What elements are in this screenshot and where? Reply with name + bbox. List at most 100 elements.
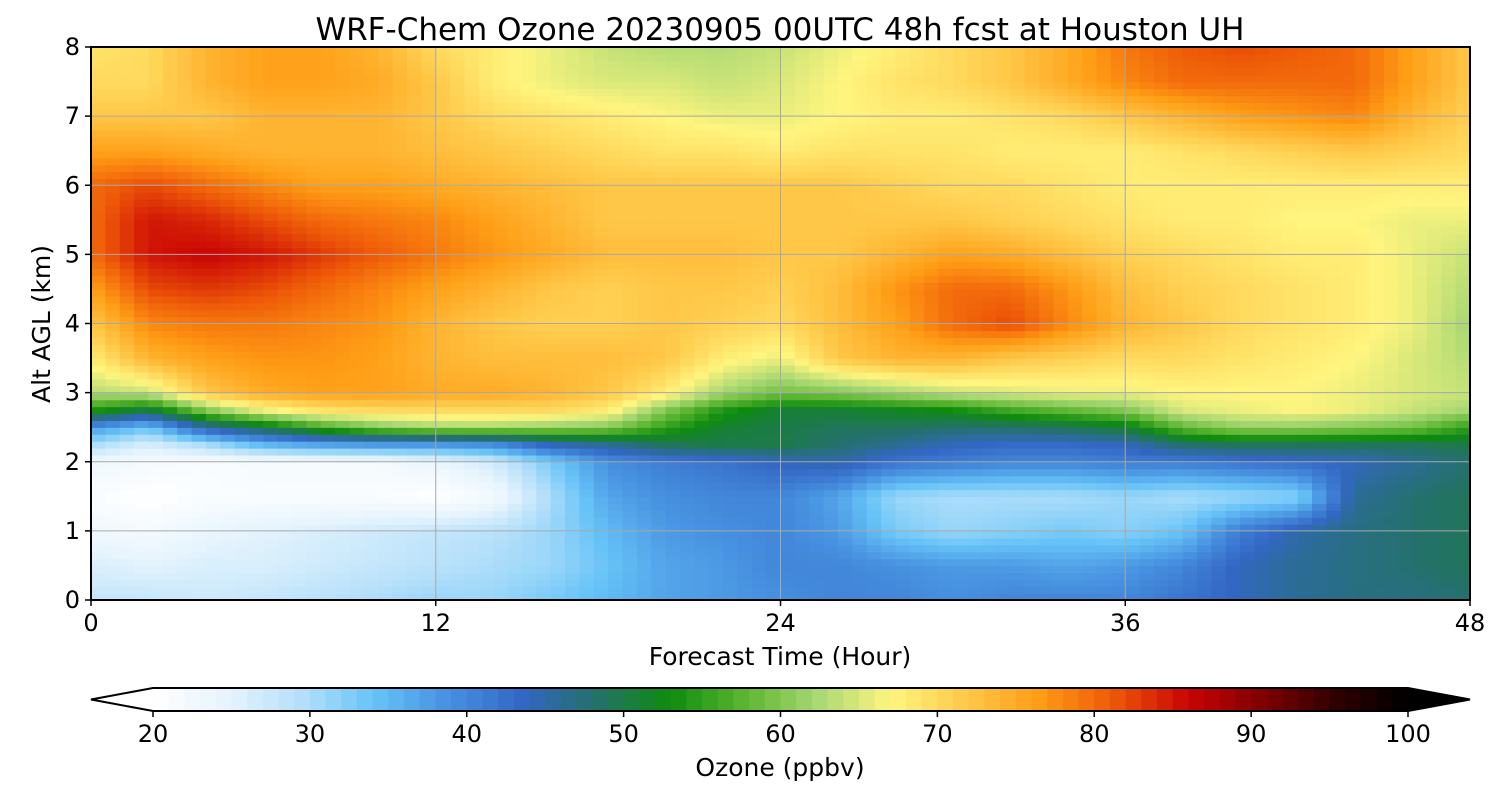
heatmap-cell bbox=[679, 316, 696, 325]
heatmap-cell bbox=[967, 530, 983, 539]
heatmap-cell bbox=[378, 475, 394, 484]
heatmap-cell bbox=[1024, 420, 1040, 428]
heatmap-cell bbox=[608, 441, 624, 449]
heatmap-cell bbox=[521, 427, 537, 435]
heatmap-cell bbox=[234, 572, 250, 580]
heatmap-cell bbox=[579, 399, 595, 408]
heatmap-cell bbox=[1398, 288, 1414, 297]
heatmap-cell bbox=[1383, 309, 1399, 318]
heatmap-cell bbox=[464, 572, 480, 580]
heatmap-cell bbox=[263, 330, 279, 339]
heatmap-cell bbox=[205, 268, 221, 276]
heatmap-cell bbox=[105, 523, 121, 532]
heatmap-cell bbox=[1110, 323, 1126, 332]
heatmap-cell bbox=[665, 482, 681, 491]
heatmap-cell bbox=[1441, 579, 1457, 587]
heatmap-cell bbox=[249, 323, 265, 332]
heatmap-cell bbox=[1110, 364, 1126, 373]
heatmap-cell bbox=[1254, 385, 1270, 394]
heatmap-cell bbox=[1383, 420, 1399, 428]
heatmap-cell bbox=[1211, 579, 1227, 587]
heatmap-cell bbox=[723, 254, 739, 262]
heatmap-cell bbox=[378, 316, 394, 325]
heatmap-cell bbox=[852, 330, 868, 339]
heatmap-cell bbox=[1254, 413, 1270, 421]
heatmap-cell bbox=[277, 364, 293, 373]
heatmap-cell bbox=[708, 323, 724, 332]
heatmap-cell bbox=[134, 364, 150, 373]
heatmap-cell bbox=[995, 295, 1012, 304]
heatmap-cell bbox=[464, 447, 480, 456]
heatmap-cell bbox=[550, 385, 566, 394]
heatmap-cell bbox=[995, 323, 1012, 332]
heatmap-cell bbox=[766, 530, 782, 539]
heatmap-cell bbox=[679, 530, 696, 539]
heatmap-cell bbox=[751, 468, 767, 477]
heatmap-cell bbox=[493, 586, 509, 594]
heatmap-cell bbox=[981, 344, 997, 352]
heatmap-cell bbox=[794, 254, 810, 262]
heatmap-cell bbox=[622, 344, 638, 352]
heatmap-cell bbox=[435, 323, 451, 332]
heatmap-cell bbox=[708, 275, 724, 283]
heatmap-cell bbox=[450, 302, 466, 311]
heatmap-cell bbox=[852, 544, 868, 553]
heatmap-cell bbox=[507, 358, 523, 366]
heatmap-cell bbox=[134, 288, 150, 297]
heatmap-cell bbox=[780, 586, 796, 594]
heatmap-cell bbox=[737, 558, 753, 567]
heatmap-cell bbox=[694, 378, 710, 387]
heatmap-cell bbox=[1024, 593, 1040, 600]
heatmap-cell bbox=[392, 295, 408, 304]
heatmap-cell bbox=[1096, 454, 1112, 463]
heatmap-cell bbox=[1426, 489, 1442, 498]
heatmap-cell bbox=[1010, 344, 1026, 352]
heatmap-cell bbox=[1082, 323, 1098, 332]
heatmap-cell bbox=[205, 482, 221, 491]
heatmap-cell bbox=[464, 275, 480, 283]
heatmap-cell bbox=[1326, 323, 1342, 332]
heatmap-cell bbox=[694, 295, 710, 304]
heatmap-cell bbox=[177, 593, 193, 600]
heatmap-cell bbox=[751, 247, 767, 256]
heatmap-cell bbox=[349, 295, 365, 304]
heatmap-cell bbox=[1412, 288, 1428, 297]
heatmap-cell bbox=[191, 517, 207, 525]
heatmap-cell bbox=[579, 344, 595, 352]
heatmap-cell bbox=[536, 572, 552, 580]
heatmap-cell bbox=[967, 385, 983, 394]
heatmap-cell bbox=[1254, 530, 1270, 539]
heatmap-cell bbox=[1355, 586, 1371, 594]
heatmap-cell bbox=[837, 537, 854, 546]
heatmap-cell bbox=[1010, 441, 1026, 449]
heatmap-cell bbox=[579, 579, 595, 587]
heatmap-cell bbox=[306, 503, 322, 511]
heatmap-cell bbox=[507, 288, 523, 297]
heatmap-cell bbox=[234, 309, 250, 318]
heatmap-cell bbox=[780, 254, 796, 262]
heatmap-cell bbox=[1110, 406, 1126, 415]
heatmap-cell bbox=[1240, 434, 1256, 442]
heatmap-cell bbox=[478, 544, 494, 553]
heatmap-cell bbox=[823, 579, 839, 587]
heatmap-cell bbox=[1067, 392, 1083, 401]
heatmap-cell bbox=[981, 510, 997, 518]
heatmap-cell bbox=[1426, 530, 1442, 539]
heatmap-cell bbox=[177, 282, 193, 290]
heatmap-cell bbox=[938, 503, 954, 511]
heatmap-cell bbox=[363, 399, 379, 408]
heatmap-cell bbox=[1383, 358, 1399, 366]
heatmap-cell bbox=[335, 358, 351, 366]
heatmap-cell bbox=[521, 302, 537, 311]
heatmap-cell bbox=[708, 351, 724, 359]
heatmap-cell bbox=[277, 496, 293, 504]
heatmap-cell bbox=[1254, 482, 1270, 491]
heatmap-cell bbox=[852, 240, 868, 249]
heatmap-cell bbox=[780, 406, 796, 415]
heatmap-cell bbox=[249, 288, 265, 297]
heatmap-cell bbox=[450, 530, 466, 539]
heatmap-cell bbox=[1426, 454, 1442, 463]
heatmap-cell bbox=[1039, 558, 1055, 567]
heatmap-cell bbox=[407, 503, 423, 511]
heatmap-cell bbox=[1153, 427, 1170, 435]
